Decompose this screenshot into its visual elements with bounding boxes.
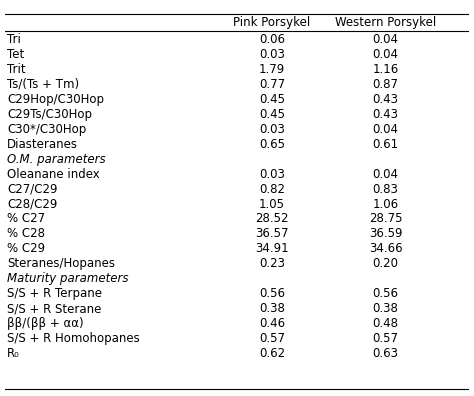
Text: 0.46: 0.46 [259,317,285,330]
Text: C29Hop/C30Hop: C29Hop/C30Hop [7,93,104,106]
Text: 0.48: 0.48 [373,317,399,330]
Text: 1.79: 1.79 [259,63,285,76]
Text: % C28: % C28 [7,227,45,240]
Text: Tri: Tri [7,33,21,46]
Text: 36.57: 36.57 [255,227,289,240]
Text: 0.04: 0.04 [373,168,399,181]
Text: 0.62: 0.62 [259,347,285,360]
Text: 0.04: 0.04 [373,123,399,136]
Text: 28.52: 28.52 [255,213,289,225]
Text: % C27: % C27 [7,213,45,225]
Text: Ts/(Ts + Tm): Ts/(Ts + Tm) [7,78,79,91]
Text: C30*/C30Hop: C30*/C30Hop [7,123,86,136]
Text: C29Ts/C30Hop: C29Ts/C30Hop [7,108,92,121]
Text: Oleanane index: Oleanane index [7,168,100,181]
Text: 0.03: 0.03 [259,48,285,61]
Text: 0.83: 0.83 [373,183,399,196]
Text: R₀: R₀ [7,347,20,360]
Text: 0.77: 0.77 [259,78,285,91]
Text: C27/C29: C27/C29 [7,183,57,196]
Text: 36.59: 36.59 [369,227,402,240]
Text: 0.63: 0.63 [373,347,399,360]
Text: 0.45: 0.45 [259,93,285,106]
Text: C28/C29: C28/C29 [7,198,57,211]
Text: Pink Porsykel: Pink Porsykel [233,16,310,29]
Text: 0.38: 0.38 [373,302,399,315]
Text: % C29: % C29 [7,242,45,255]
Text: 0.65: 0.65 [259,138,285,151]
Text: 1.16: 1.16 [373,63,399,76]
Text: 34.66: 34.66 [369,242,402,255]
Text: 0.23: 0.23 [259,257,285,270]
Text: 1.05: 1.05 [259,198,285,211]
Text: Maturity parameters: Maturity parameters [7,272,128,285]
Text: 0.43: 0.43 [373,93,399,106]
Text: Western Porsykel: Western Porsykel [335,16,436,29]
Text: S/S + R Terpane: S/S + R Terpane [7,287,102,300]
Text: 0.57: 0.57 [373,332,399,345]
Text: 0.03: 0.03 [259,168,285,181]
Text: 0.87: 0.87 [373,78,399,91]
Text: Tet: Tet [7,48,24,61]
Text: 1.06: 1.06 [373,198,399,211]
Text: 0.61: 0.61 [373,138,399,151]
Text: 0.20: 0.20 [373,257,399,270]
Text: ββ/(ββ + αα): ββ/(ββ + αα) [7,317,84,330]
Text: 0.56: 0.56 [259,287,285,300]
Text: Diasteranes: Diasteranes [7,138,78,151]
Text: 0.57: 0.57 [259,332,285,345]
Text: 0.03: 0.03 [259,123,285,136]
Text: 0.06: 0.06 [259,33,285,46]
Text: Steranes/Hopanes: Steranes/Hopanes [7,257,115,270]
Text: 0.04: 0.04 [373,33,399,46]
Text: 0.82: 0.82 [259,183,285,196]
Text: 0.04: 0.04 [373,48,399,61]
Text: 34.91: 34.91 [255,242,289,255]
Text: 0.45: 0.45 [259,108,285,121]
Text: 0.56: 0.56 [373,287,399,300]
Text: S/S + R Sterane: S/S + R Sterane [7,302,101,315]
Text: Trit: Trit [7,63,26,76]
Text: 0.43: 0.43 [373,108,399,121]
Text: O.M. parameters: O.M. parameters [7,153,106,166]
Text: 28.75: 28.75 [369,213,402,225]
Text: S/S + R Homohopanes: S/S + R Homohopanes [7,332,140,345]
Text: 0.38: 0.38 [259,302,285,315]
